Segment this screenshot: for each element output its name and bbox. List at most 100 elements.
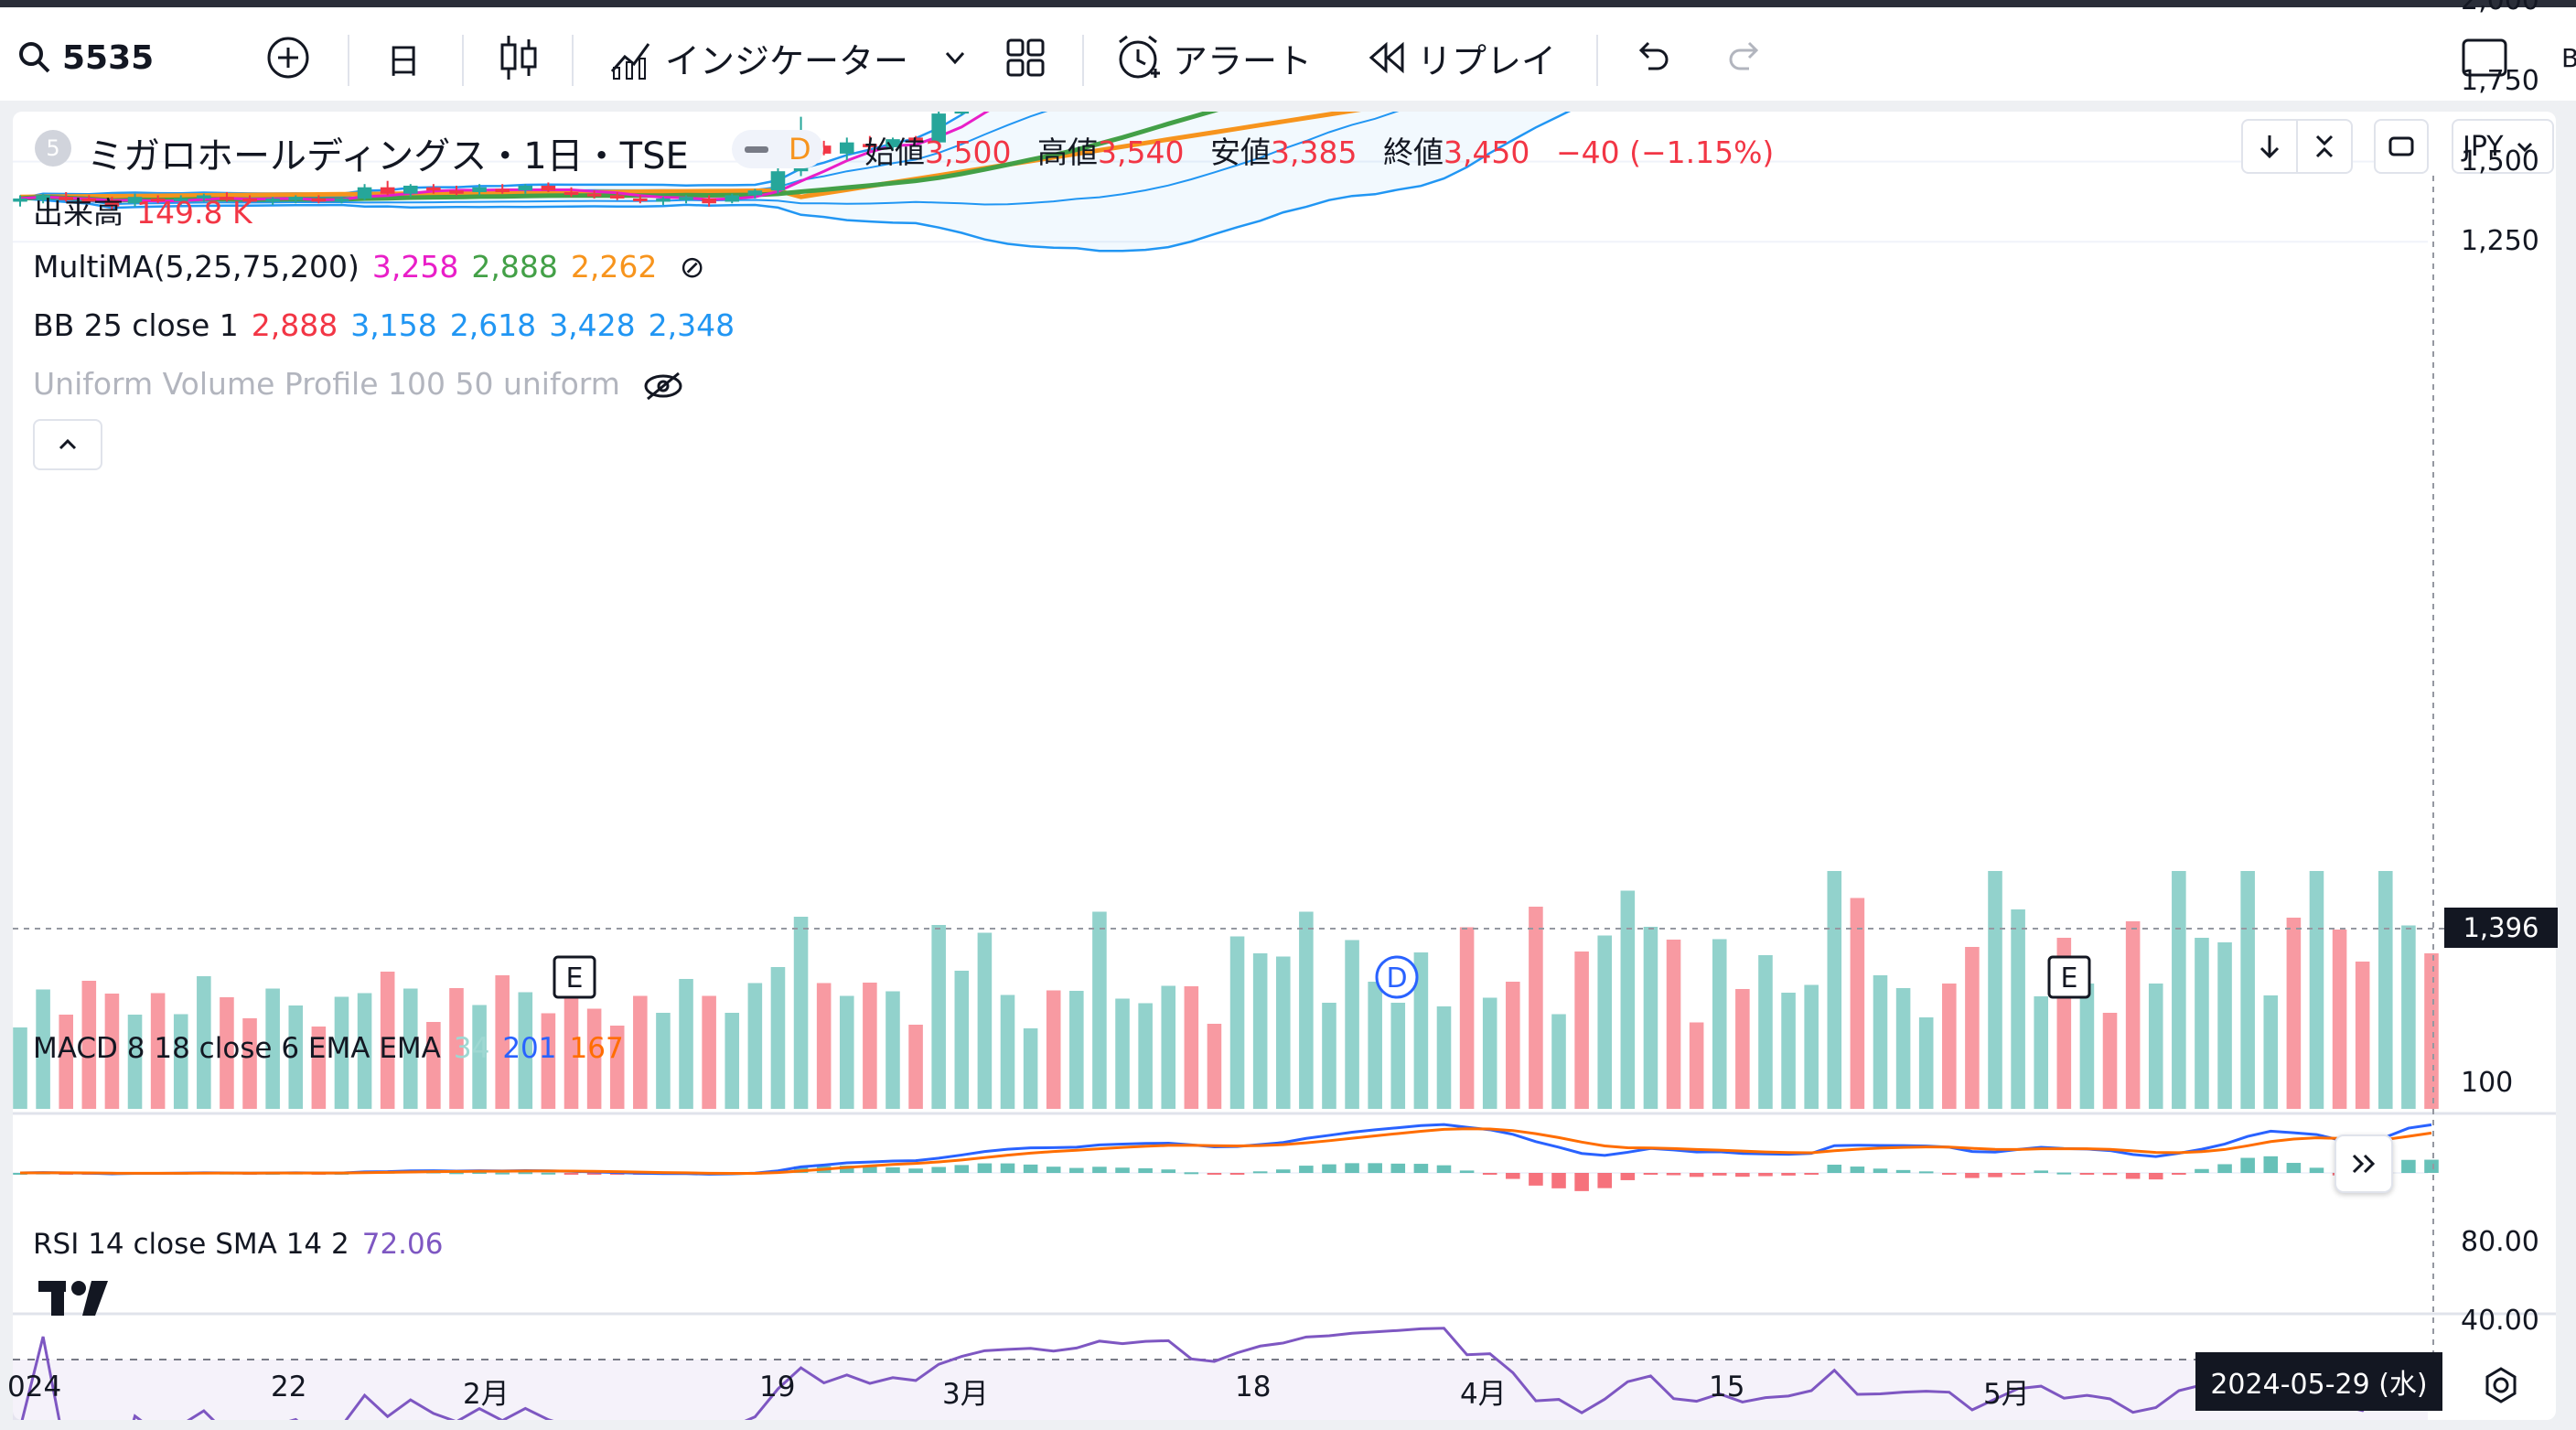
candle-body xyxy=(908,137,923,141)
volume-bar xyxy=(1666,940,1681,1109)
macd-histogram-bar xyxy=(2195,1168,2209,1173)
volume-bar xyxy=(1138,1003,1153,1109)
volume-bars xyxy=(13,871,2439,1109)
macd-pane xyxy=(13,1123,2439,1191)
volume-bar xyxy=(472,1005,487,1109)
macd-histogram-bar xyxy=(1482,1173,1497,1175)
macd-histogram-bar xyxy=(839,1165,854,1173)
time-tick: 024 xyxy=(7,1371,62,1403)
indicators-button[interactable]: インジケーター xyxy=(608,27,969,88)
macd-histogram-bar xyxy=(2240,1157,2255,1173)
multima-legend[interactable]: MultiMA(5,25,75,200) 3,258 2,888 2,262 ⊘ xyxy=(33,249,718,285)
volume-bar xyxy=(2011,909,2025,1109)
multima-label: MultiMA(5,25,75,200) xyxy=(33,249,360,285)
volume-bar xyxy=(495,975,510,1109)
candle-body xyxy=(104,199,120,207)
symbol-search[interactable]: 5535 xyxy=(16,27,154,88)
time-tick: 19 xyxy=(759,1371,796,1403)
alert-button[interactable]: アラート xyxy=(1114,27,1312,88)
volume-bar xyxy=(104,994,120,1109)
macd-histogram-bar xyxy=(1161,1169,1176,1173)
currency-selector[interactable]: JPY xyxy=(2452,119,2554,174)
volume-bar xyxy=(265,988,280,1109)
symbol-title[interactable]: ミガロホールディングス・1日・TSE xyxy=(87,135,689,177)
redo-button[interactable] xyxy=(1725,27,1766,88)
volume-bar xyxy=(2148,984,2163,1109)
ma25-line xyxy=(19,112,1219,203)
volume-bar xyxy=(770,967,786,1109)
volume-bar xyxy=(1506,982,1520,1109)
macd-signal-line xyxy=(19,1127,2432,1176)
volume-bar xyxy=(633,995,648,1109)
collapse-legend-button[interactable] xyxy=(33,419,102,470)
macd-histogram-bar xyxy=(564,1173,579,1175)
compare-button[interactable] xyxy=(265,27,311,88)
volume-bar xyxy=(908,1025,923,1109)
macd-histogram-bar xyxy=(2401,1159,2416,1173)
macd-signal-value: 167 xyxy=(569,1032,624,1065)
undo-button[interactable] xyxy=(1632,27,1672,88)
volume-bar xyxy=(839,995,854,1109)
macd-histogram-bar xyxy=(1597,1173,1613,1188)
volume-bar xyxy=(1895,988,1911,1109)
candle-body xyxy=(426,187,441,191)
arrow-down-icon[interactable] xyxy=(2243,121,2296,172)
volume-bar xyxy=(2309,871,2324,1109)
volume-profile-legend[interactable]: Uniform Volume Profile 100 50 uniform xyxy=(33,366,684,402)
rewind-icon xyxy=(1368,41,1404,74)
macd-histogram-bar xyxy=(977,1163,993,1173)
bb-lower2: 2,348 xyxy=(648,307,735,343)
rsi-legend[interactable]: RSI 14 close SMA 14 2 72.06 xyxy=(33,1228,456,1261)
bb-upper: 3,158 xyxy=(350,307,437,343)
volume-bar xyxy=(311,1027,327,1109)
macd-histogram-bar xyxy=(1551,1173,1566,1188)
bb-legend[interactable]: BB 25 close 1 2,888 3,158 2,618 3,428 2,348 xyxy=(33,307,747,343)
macd-histogram-bar xyxy=(2286,1163,2302,1173)
grid-lines xyxy=(13,160,2556,1316)
volume-bar xyxy=(242,1018,257,1109)
macd-histogram-bar xyxy=(1368,1163,1382,1173)
price-chart[interactable]: E D E xyxy=(13,112,2556,1420)
window-icon xyxy=(2462,38,2507,77)
delayed-badge: D xyxy=(789,132,811,167)
macd-histogram-bar xyxy=(1873,1168,1888,1173)
macd-histogram-bar xyxy=(1643,1173,1658,1175)
fullscreen-button[interactable] xyxy=(2461,27,2508,88)
settings-icon[interactable] xyxy=(2481,1365,2521,1409)
volume-bar xyxy=(1551,1014,1566,1109)
volume-bar xyxy=(1965,947,1980,1109)
volume-bar xyxy=(2172,871,2186,1109)
eye-hidden-icon[interactable] xyxy=(642,371,684,402)
volume-bar xyxy=(1115,998,1130,1109)
ohlc-legend: 始値3,500 高値3,540 安値3,385 終値3,450 −40 (−1.… xyxy=(864,128,1790,172)
volume-bar xyxy=(426,1022,441,1109)
macd-histogram-bar xyxy=(2102,1173,2118,1176)
candle-body xyxy=(679,197,693,200)
maximize-pane-button[interactable] xyxy=(2374,119,2429,174)
add-circle-icon xyxy=(267,37,309,79)
toolbar-divider xyxy=(348,35,349,86)
candle-body xyxy=(816,145,832,154)
volume-label: 出来高 xyxy=(33,195,123,231)
layout-button[interactable] xyxy=(1004,27,1046,88)
ma25-value: 2,888 xyxy=(471,249,558,285)
collapse-icon[interactable] xyxy=(2296,121,2351,172)
market-status-badge[interactable]: D xyxy=(732,130,823,168)
volume-legend[interactable]: 出来高 149.8 K xyxy=(33,188,265,232)
price-tick: 1,750 xyxy=(2461,65,2539,98)
volume-bar xyxy=(1275,956,1291,1109)
interval-button[interactable]: 日 xyxy=(386,27,421,88)
volume-bar xyxy=(793,917,809,1109)
volume-bar xyxy=(1643,927,1658,1109)
macd-legend[interactable]: MACD 8 18 close 6 EMA EMA 34 201 167 xyxy=(33,1032,637,1065)
chart-type-button[interactable] xyxy=(499,27,539,88)
volume-bar xyxy=(402,988,418,1109)
volume-bar xyxy=(1781,993,1796,1109)
replay-button[interactable]: リプレイ xyxy=(1366,27,1556,88)
time-tick: 5月 xyxy=(1983,1378,2030,1411)
candle-body xyxy=(702,198,716,204)
candle-body xyxy=(265,198,280,201)
scroll-to-realtime-button[interactable] xyxy=(2334,1134,2393,1193)
volume-bar xyxy=(724,1013,740,1109)
volume-bar xyxy=(747,983,763,1109)
